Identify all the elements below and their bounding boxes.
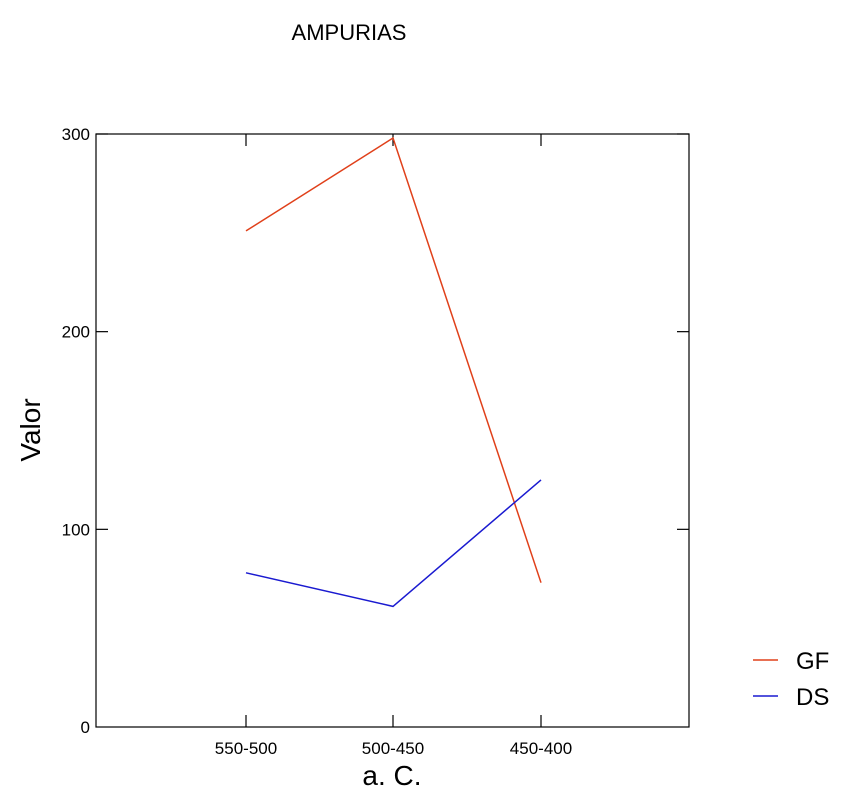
y-tick-label: 200 — [62, 323, 90, 342]
x-tick-label: 500-450 — [362, 739, 424, 758]
legend-label-ds: DS — [796, 684, 829, 711]
y-tick-label: 100 — [62, 520, 90, 539]
x-tick-label: 450-400 — [510, 739, 572, 758]
y-tick-label: 0 — [81, 718, 90, 737]
series-line-gf — [245, 136, 542, 583]
legend: GF DS — [753, 648, 829, 711]
y-axis-title: Valor — [15, 398, 46, 461]
chart-title: AMPURIAS — [292, 20, 407, 45]
x-tick-label: 550-500 — [215, 739, 277, 758]
x-axis: 550-500 500-450 450-400 — [215, 134, 572, 758]
legend-label-gf: GF — [796, 648, 829, 675]
y-tick-label: 300 — [62, 125, 90, 144]
y-axis: 0 100 200 300 — [62, 125, 689, 737]
x-axis-title: a. C. — [362, 760, 421, 791]
series-lines — [245, 136, 542, 608]
series-line-ds — [245, 479, 542, 608]
plot-frame — [95, 133, 690, 728]
